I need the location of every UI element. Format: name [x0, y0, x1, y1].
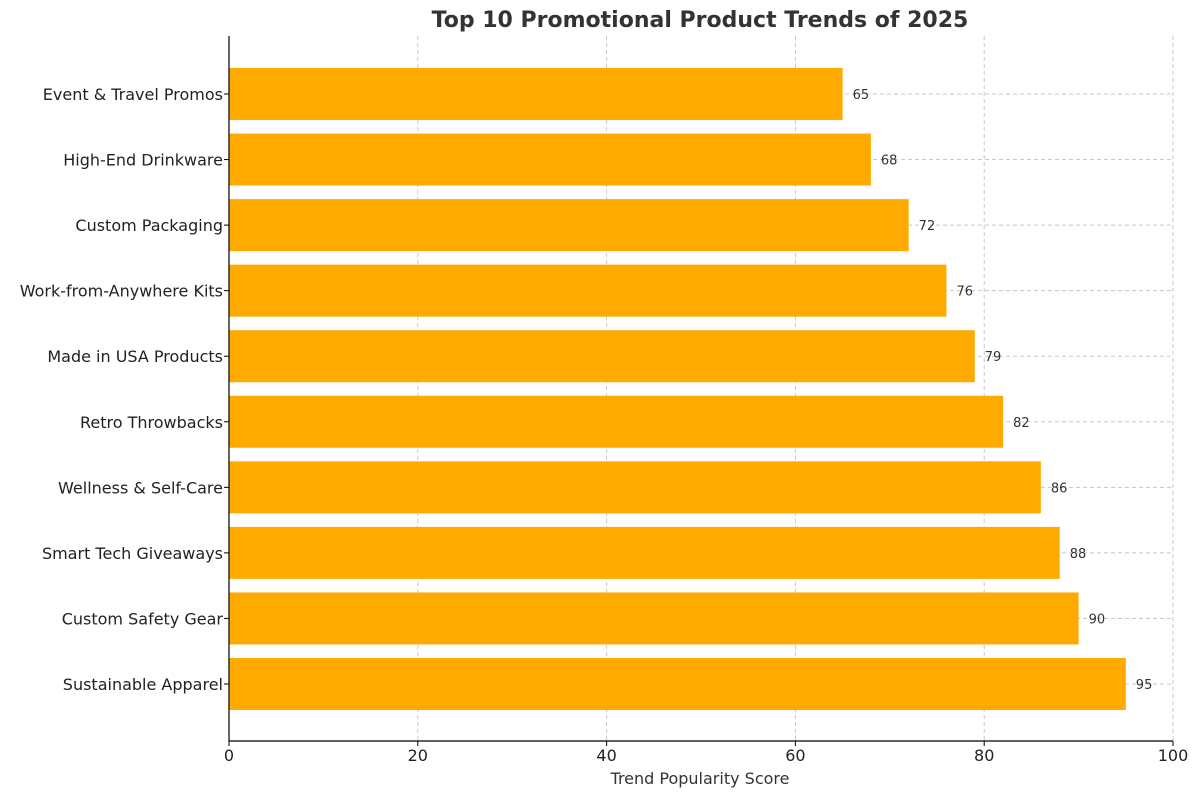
- data-label: 76: [956, 285, 973, 300]
- data-label: 68: [881, 154, 898, 169]
- bar: [229, 199, 909, 252]
- x-axis-label: Trend Popularity Score: [610, 769, 790, 788]
- data-label: 72: [919, 219, 936, 234]
- category-label: Custom Safety Gear: [62, 609, 224, 628]
- chart-title: Top 10 Promotional Product Trends of 202…: [432, 8, 969, 33]
- bar: [229, 526, 1060, 579]
- bar: [229, 395, 1004, 448]
- x-tick-label: 0: [224, 746, 234, 765]
- bar: [229, 264, 947, 317]
- bar: [229, 461, 1041, 514]
- bar-layer: [229, 68, 1126, 710]
- category-label: High-End Drinkware: [63, 151, 223, 170]
- x-tick-label: 100: [1158, 746, 1189, 765]
- data-label: 65: [853, 88, 870, 103]
- x-tick-label: 80: [974, 746, 994, 765]
- bar: [229, 330, 975, 383]
- data-label: 86: [1051, 481, 1068, 496]
- label-layer: 0 20 40 60 80 100 Sustainable Apparel 95 Custom …: [20, 85, 1189, 765]
- data-label: 90: [1089, 612, 1106, 627]
- category-label: Smart Tech Giveaways: [42, 544, 223, 563]
- category-label: Made in USA Products: [47, 347, 223, 366]
- x-tick-label: 40: [596, 746, 616, 765]
- x-tick-label: 20: [408, 746, 428, 765]
- bar: [229, 68, 843, 120]
- data-label: 95: [1136, 678, 1153, 693]
- bar: [229, 133, 871, 186]
- data-label: 88: [1070, 547, 1087, 562]
- category-label: Event & Travel Promos: [43, 85, 223, 104]
- data-label: 82: [1013, 416, 1030, 431]
- bar: [229, 592, 1079, 645]
- category-label: Work-from-Anywhere Kits: [20, 282, 223, 301]
- data-label: 79: [985, 350, 1002, 365]
- axis-layer: [228, 36, 1173, 742]
- x-tick-label: 60: [785, 746, 805, 765]
- category-label: Custom Packaging: [75, 216, 223, 235]
- bar: [229, 658, 1126, 710]
- category-label: Wellness & Self-Care: [58, 478, 223, 497]
- category-label: Sustainable Apparel: [63, 675, 223, 694]
- category-label: Retro Throwbacks: [80, 413, 223, 432]
